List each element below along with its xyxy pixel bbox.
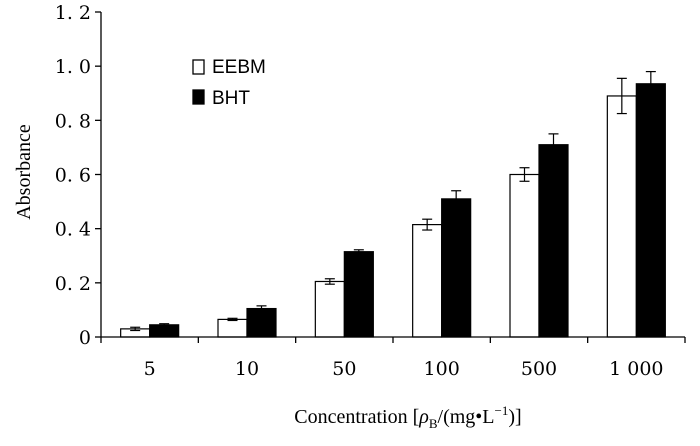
bar-eebm bbox=[217, 318, 248, 338]
bar-eebm bbox=[606, 95, 637, 338]
y-tick-label: 0. 2 bbox=[55, 273, 91, 295]
bar-bht bbox=[538, 144, 569, 338]
y-axis-ticks bbox=[95, 11, 101, 338]
error-bar-eebm bbox=[422, 218, 433, 231]
x-tick-label: 500 bbox=[521, 358, 557, 380]
y-axis-title: Absorbance bbox=[13, 124, 35, 220]
y-tick-label: 1. 0 bbox=[55, 56, 91, 78]
x-axis-title-prefix: Concentration [ bbox=[294, 406, 419, 428]
legend-swatch-bht bbox=[192, 89, 205, 105]
error-bar-bht bbox=[451, 190, 462, 208]
error-bar-eebm bbox=[519, 167, 530, 182]
legend-label-eebm: EEBM bbox=[212, 57, 266, 78]
bar-bht bbox=[246, 307, 277, 338]
x-tick-label: 100 bbox=[424, 358, 460, 380]
error-bar-eebm bbox=[130, 326, 141, 332]
error-bars bbox=[130, 70, 656, 332]
y-tick-labels: 0 0. 2 0. 4 0. 6 0. 8 1. 0 1. 2 bbox=[55, 2, 91, 349]
x-axis-title: Concentration [ρB/(mg•L−1)] bbox=[294, 403, 521, 431]
y-tick-label: 0. 4 bbox=[55, 219, 91, 241]
axes bbox=[100, 12, 685, 338]
x-axis-title-rho: ρ bbox=[418, 406, 429, 428]
bar-bht bbox=[441, 198, 472, 338]
error-bar-bht bbox=[159, 323, 170, 327]
y-tick-label: 1. 2 bbox=[55, 2, 91, 24]
bar-bht bbox=[149, 324, 180, 338]
error-bar-bht bbox=[353, 249, 364, 255]
error-bar-bht bbox=[645, 70, 656, 97]
error-bar-eebm bbox=[616, 77, 627, 115]
y-tick-label: 0. 6 bbox=[55, 165, 91, 187]
x-axis-title-sub: B bbox=[429, 416, 438, 431]
x-tick-label: 10 bbox=[235, 358, 259, 380]
legend: EEBM BHT bbox=[192, 57, 266, 109]
error-bar-bht bbox=[548, 133, 559, 157]
bar-eebm bbox=[412, 224, 443, 338]
x-tick-label: 5 bbox=[144, 358, 156, 380]
bar-eebm bbox=[509, 173, 540, 338]
error-bar-bht bbox=[256, 305, 267, 312]
y-tick-label: 0. 8 bbox=[55, 110, 91, 132]
bar-bht bbox=[635, 83, 666, 338]
error-bar-eebm bbox=[227, 317, 238, 322]
bar-bht bbox=[343, 251, 374, 338]
bar-eebm bbox=[314, 280, 345, 338]
bars bbox=[120, 83, 666, 338]
x-axis-title-suffix: )] bbox=[508, 406, 521, 428]
y-tick-label: 0 bbox=[79, 327, 91, 349]
x-axis-title-middle: /(mg•L bbox=[438, 406, 495, 428]
x-tick-label: 1 000 bbox=[609, 358, 663, 380]
x-tick-labels: 5 10 50 100 500 1 000 bbox=[100, 337, 686, 380]
x-axis-title-sup: −1 bbox=[495, 403, 509, 418]
legend-swatch-eebm bbox=[192, 59, 205, 75]
legend-label-bht: BHT bbox=[212, 88, 250, 109]
x-tick-label: 50 bbox=[332, 358, 356, 380]
error-bar-eebm bbox=[324, 278, 335, 285]
